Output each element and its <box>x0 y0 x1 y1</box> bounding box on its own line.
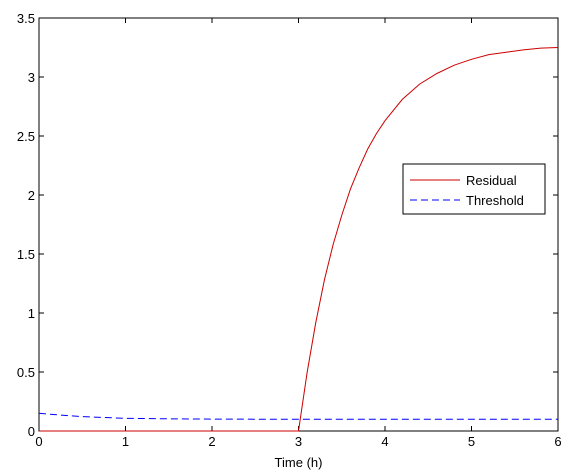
x-tick-label: 5 <box>468 434 475 449</box>
legend-label-residual: Residual <box>466 173 517 188</box>
x-tick-label: 4 <box>381 434 388 449</box>
series-lines <box>38 47 559 432</box>
y-tick-label: 0 <box>28 424 35 439</box>
y-tick-label: 2 <box>28 188 35 203</box>
axis-ticks <box>38 17 559 432</box>
series-line-threshold <box>38 412 558 420</box>
y-tick-label: 3.5 <box>17 11 35 26</box>
x-axis-label: Time (h) <box>275 455 323 470</box>
x-tick-label: 1 <box>122 434 129 449</box>
legend-label-threshold: Threshold <box>466 193 524 208</box>
x-tick-label: 3 <box>295 434 302 449</box>
y-tick-label: 1 <box>28 306 35 321</box>
tick-labels: 0 1 2 3 4 5 6 0 0.5 1 1.5 2 2.5 3 3.5 <box>17 11 562 449</box>
plot-area <box>38 17 559 432</box>
y-tick-label: 2.5 <box>17 129 35 144</box>
legend-box <box>402 163 546 215</box>
y-tick-label: 1.5 <box>17 247 35 262</box>
x-tick-label: 0 <box>35 434 42 449</box>
x-tick-label: 2 <box>208 434 215 449</box>
legend: Residual Threshold <box>402 163 546 215</box>
y-tick-label: 3 <box>28 70 35 85</box>
series-line-residual <box>39 47 559 432</box>
y-tick-label: 0.5 <box>17 365 35 380</box>
x-tick-label: 6 <box>554 434 561 449</box>
